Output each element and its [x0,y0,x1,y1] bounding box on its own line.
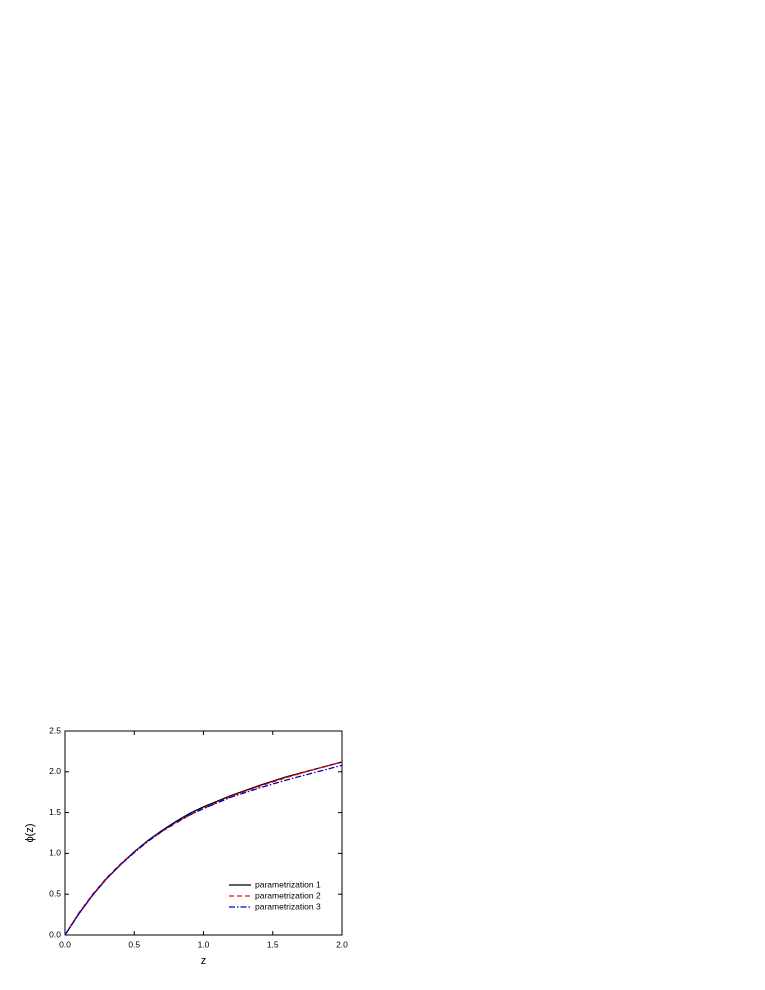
legend-label: parametrization 1 [255,879,321,889]
x-axis-label: z [201,955,207,967]
legend-label: parametrization 2 [255,890,321,900]
series-line [64,764,343,936]
legend-label: parametrization 3 [255,901,321,911]
y-tick-label: 0.5 [49,888,61,898]
y-tick-label: 1.5 [49,807,61,817]
x-tick-label: 1.0 [198,939,210,949]
x-tick-label: 2.0 [336,939,348,949]
y-tick-label: 0.0 [49,929,61,939]
y-tick-label: 2.5 [49,725,61,735]
x-tick-label: 0.5 [128,939,140,949]
y-tick-label: 2.0 [49,766,61,776]
x-tick-label: 1.5 [267,939,279,949]
y-axis-label: ϕ(z) [24,824,36,843]
y-tick-label: 1.0 [49,848,61,858]
x-tick-label: 0.0 [59,939,71,949]
